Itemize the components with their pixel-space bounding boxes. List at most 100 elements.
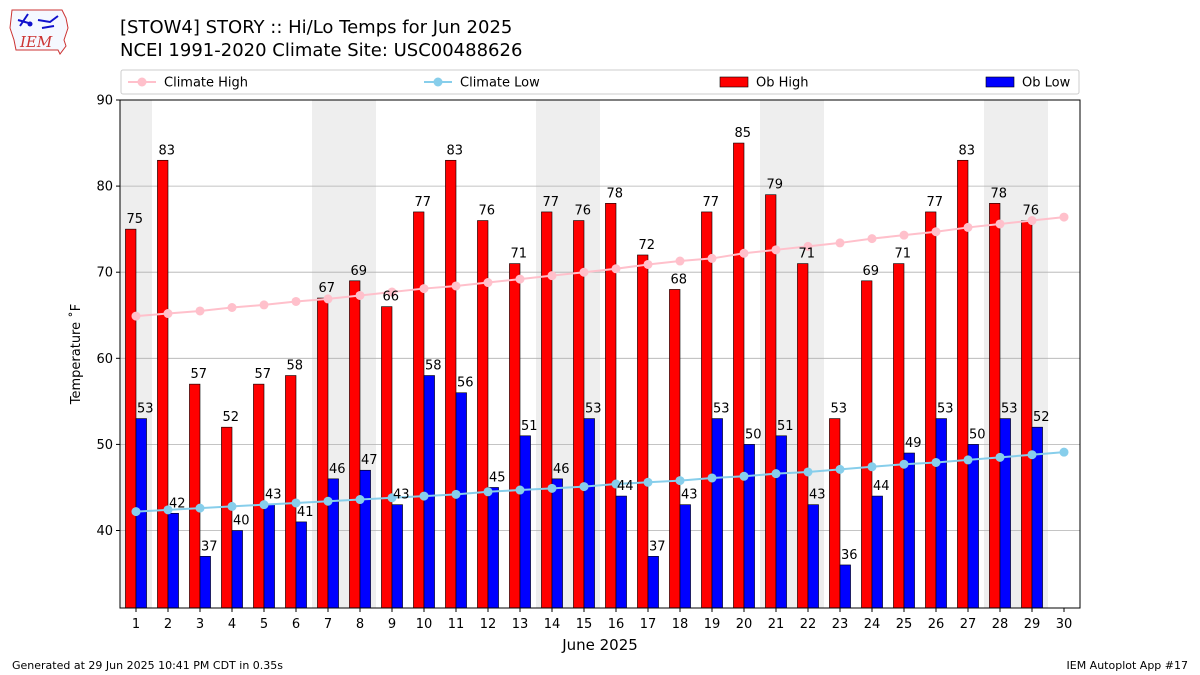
bar-ob-high [381,306,393,609]
x-tick-label: 1 [132,617,140,632]
bar-value-label: 36 [841,548,858,563]
bar-ob-low [935,418,947,609]
bar-ob-high [669,289,681,609]
bar-value-label: 44 [873,479,890,494]
bar-value-label: 79 [766,178,783,193]
point-climate-high [1059,212,1069,222]
bar-value-label: 46 [329,462,346,477]
bar-ob-high [221,426,233,609]
bar-value-label: 83 [958,143,975,158]
bar-value-label: 77 [702,195,719,210]
point-climate-high [163,309,173,319]
bar-value-label: 85 [734,126,751,141]
bar-value-label: 78 [990,186,1007,201]
x-tick-label: 2 [164,617,172,632]
bar-value-label: 51 [521,419,538,434]
point-climate-high [355,290,365,300]
bar-ob-high [893,263,905,609]
bar-value-label: 53 [1001,402,1018,417]
bar-value-label: 72 [638,238,655,253]
bar-ob-high [925,211,937,609]
y-tick-label: 60 [96,352,113,367]
legend-marker-climate-low [433,77,443,87]
bar-ob-high [733,142,745,609]
point-climate-low [1027,450,1037,460]
bar-value-label: 57 [190,367,207,382]
point-climate-low [707,473,717,483]
bar-ob-low [615,495,627,609]
x-tick-label: 23 [832,617,849,632]
bar-ob-low [487,487,499,609]
point-climate-low [675,476,685,486]
bar-ob-high [797,263,809,609]
logo-text: IEM [19,33,53,51]
bar-value-label: 53 [713,402,730,417]
point-climate-high [259,300,269,310]
x-tick-label: 26 [928,617,945,632]
point-climate-high [835,238,845,248]
bar-ob-high [445,159,457,609]
bar-ob-low [519,435,531,609]
bar-value-label: 53 [830,402,847,417]
point-climate-high [483,278,493,288]
point-climate-high [675,256,685,266]
x-tick-label: 3 [196,617,204,632]
x-tick-label: 6 [292,617,300,632]
bar-ob-high [509,263,521,609]
x-tick-label: 18 [672,617,689,632]
bar-value-label: 58 [425,359,442,374]
bar-value-label: 45 [489,470,506,485]
point-climate-low [579,482,589,492]
x-tick-label: 20 [736,617,753,632]
legend-box [120,69,1080,95]
bar-ob-high [637,254,649,609]
point-climate-high [227,303,237,313]
y-tick-label: 40 [96,524,113,539]
bar-value-label: 52 [1033,410,1050,425]
point-climate-low [931,457,941,467]
line-climate-high [135,216,1065,318]
point-climate-low [195,503,205,513]
bar-value-label: 53 [585,402,602,417]
bar-ob-high [285,375,297,609]
chart-title: [STOW4] STORY :: Hi/Lo Temps for Jun 202… [120,17,513,38]
point-climate-low [963,455,973,465]
bar-ob-high [413,211,425,609]
bar-ob-high [765,194,777,609]
bar-ob-high [541,211,553,609]
point-climate-high [803,241,813,251]
legend-label-ob-high: Ob High [756,76,809,91]
y-tick-label: 50 [96,438,113,453]
point-climate-high [867,234,877,244]
bar-ob-high [989,203,1001,609]
bar-ob-high [349,280,361,609]
point-climate-high [995,219,1005,229]
bar-value-label: 47 [361,453,378,468]
x-tick-label: 29 [1024,617,1041,632]
bar-ob-low [967,444,979,609]
bar-ob-high [861,280,873,609]
point-climate-low [835,464,845,474]
bar-value-label: 50 [745,427,762,442]
point-climate-low [771,469,781,479]
bar-ob-low [679,504,691,609]
bar-ob-low [839,564,851,609]
point-climate-high [291,296,301,306]
legend-marker-climate-high [137,77,147,87]
x-tick-label: 7 [324,617,332,632]
bar-value-label: 46 [553,462,570,477]
point-climate-low [451,489,461,499]
footer-generated-text: Generated at 29 Jun 2025 10:41 PM CDT in… [12,659,284,672]
point-climate-low [867,462,877,472]
bar-value-label: 40 [233,514,250,529]
legend-label-climate-high: Climate High [164,76,248,91]
bar-value-label: 76 [574,204,591,219]
bar-ob-low [807,504,819,609]
bar-value-label: 42 [169,496,186,511]
point-climate-high [515,274,525,284]
x-tick-label: 5 [260,617,268,632]
bar-value-label: 43 [265,488,282,503]
point-climate-low [643,477,653,487]
bar-ob-high [125,228,137,609]
